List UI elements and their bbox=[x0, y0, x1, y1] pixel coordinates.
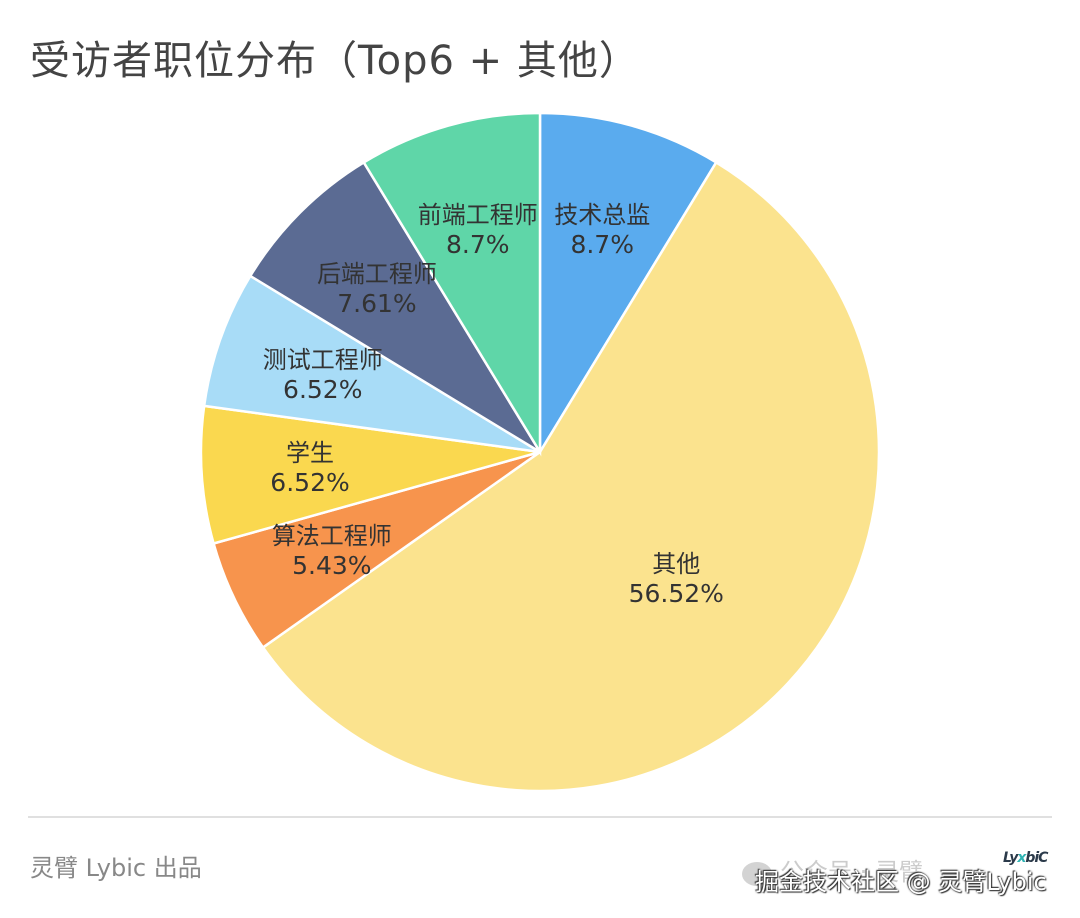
slice-percent: 6.52% bbox=[270, 467, 350, 497]
slice-percent: 6.52% bbox=[283, 374, 363, 404]
logo-part: biC bbox=[1025, 850, 1048, 866]
slice-label: 测试工程师 6.52% bbox=[263, 345, 383, 405]
watermark-faded: 公众号 · 灵臂 bbox=[780, 858, 923, 886]
logo-part: x bbox=[1017, 850, 1026, 866]
pie-slice bbox=[538, 111, 718, 457]
chart-title: 受访者职位分布（Top6 + 其他） bbox=[30, 38, 640, 84]
slice-name: 后端工程师 bbox=[316, 260, 437, 289]
pie-slice bbox=[202, 274, 541, 454]
slice-label: 后端工程师 7.61% bbox=[317, 259, 437, 319]
slice-name: 算法工程师 bbox=[271, 522, 392, 550]
slice-label: 技术总监 8.7% bbox=[554, 200, 650, 260]
slice-name: 前端工程师 bbox=[417, 201, 538, 230]
slice-name: 技术总监 bbox=[554, 201, 651, 230]
lybic-logo-icon: LyxbiC bbox=[1003, 850, 1048, 866]
wechat-icon bbox=[742, 862, 772, 886]
slice-label: 前端工程师 8.7% bbox=[418, 200, 538, 260]
slice-name: 测试工程师 bbox=[262, 345, 383, 374]
slice-label: 算法工程师 5.43% bbox=[272, 521, 392, 581]
credit-text: 灵臂 Lybic 出品 bbox=[30, 854, 202, 882]
pie-slice bbox=[362, 111, 542, 457]
slice-label: 其他 56.52% bbox=[629, 549, 724, 609]
pie-slice bbox=[261, 160, 881, 793]
slice-name: 学生 bbox=[286, 438, 335, 467]
watermark-text: 掘金技术社区 @ 灵臂Lybic bbox=[755, 868, 1047, 896]
logo-part: Ly bbox=[1003, 850, 1018, 866]
pie-slice bbox=[199, 404, 541, 546]
slice-percent: 5.43% bbox=[292, 551, 372, 580]
slice-percent: 8.7% bbox=[446, 230, 510, 260]
slice-label: 学生 6.52% bbox=[270, 438, 349, 498]
slice-percent: 7.61% bbox=[337, 289, 417, 319]
pie-slice bbox=[248, 160, 542, 454]
slice-percent: 8.7% bbox=[570, 230, 634, 260]
divider bbox=[28, 816, 1052, 818]
slice-name: 其他 bbox=[652, 550, 701, 579]
slice-percent: 56.52% bbox=[628, 579, 724, 609]
